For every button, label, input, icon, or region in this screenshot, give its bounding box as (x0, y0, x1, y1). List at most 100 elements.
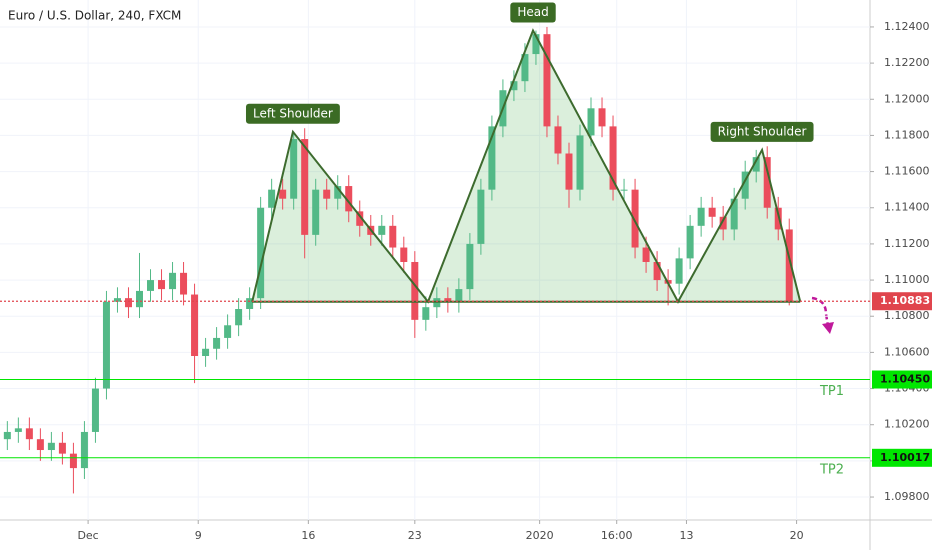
candle-body (609, 126, 617, 190)
candle-body (576, 135, 584, 190)
candle-body (653, 261, 661, 281)
price-tag-label: 1.10450 (880, 373, 930, 386)
candle-body (730, 198, 738, 230)
candle-body (785, 229, 793, 302)
candle-body (587, 108, 595, 136)
candle-body (510, 81, 518, 91)
candle-body (719, 216, 727, 230)
candle-body (763, 157, 771, 208)
y-tick-label: 1.12000 (884, 92, 930, 105)
candle-body (135, 290, 143, 308)
candle-body (686, 225, 694, 259)
candle-body (774, 207, 782, 230)
candle-body (697, 207, 705, 226)
y-tick-label: 1.11600 (884, 165, 930, 178)
candle-body (708, 207, 716, 217)
y-tick-label: 1.12400 (884, 20, 930, 33)
x-tick-label: 23 (408, 529, 422, 542)
candle-body (235, 308, 243, 326)
candle-body (312, 189, 320, 235)
chart-title: Euro / U.S. Dollar, 240, FXCM (8, 9, 181, 23)
y-tick-label: 1.12200 (884, 56, 930, 69)
candle-body (102, 301, 110, 389)
candle-body (224, 325, 232, 338)
candle-body (36, 439, 44, 451)
candle-body (69, 453, 77, 469)
candle-body (543, 34, 551, 127)
candle-body (477, 189, 485, 244)
candle-body (334, 186, 342, 199)
candle-body (521, 54, 529, 82)
candle-body (455, 289, 463, 302)
candle-body (290, 139, 298, 199)
candle-body (279, 189, 287, 199)
candle-body (554, 126, 562, 154)
x-tick-label: 13 (679, 529, 693, 542)
price-tag (872, 292, 932, 311)
direction-arrowhead (822, 322, 834, 334)
candle-body (466, 243, 474, 290)
candle-body (158, 280, 166, 290)
candle-body (620, 189, 628, 191)
y-tick-label: 1.10200 (884, 418, 930, 431)
y-tick-label: 1.11200 (884, 237, 930, 250)
candle-body (213, 337, 221, 349)
candle-body (3, 431, 11, 440)
candle-body (257, 207, 265, 299)
candle-body (147, 280, 155, 291)
candle-body (301, 139, 309, 235)
candle-body (675, 258, 683, 284)
candle-body (444, 298, 452, 302)
pattern-label-box (710, 121, 814, 142)
pattern-fill (252, 30, 801, 302)
pattern-label-box (245, 103, 340, 124)
x-tick-label: 9 (195, 529, 202, 542)
candle-body (345, 186, 353, 212)
candle-body (268, 189, 276, 208)
level-name: TP1 (819, 384, 844, 399)
candle-body (741, 171, 749, 199)
candle-body (532, 34, 540, 55)
candle-body (80, 431, 88, 469)
candle-body (14, 428, 22, 432)
candle-body (488, 126, 496, 190)
x-tick-label: 20 (790, 529, 804, 542)
pattern-label: Head (517, 5, 548, 19)
candle-body (25, 428, 33, 440)
price-tag (872, 448, 932, 467)
candle-body (400, 247, 408, 262)
candle-body (411, 261, 419, 320)
candle-body (58, 442, 66, 454)
y-tick-label: 1.09800 (884, 490, 930, 503)
price-tag-label: 1.10883 (880, 294, 930, 307)
candle-body (124, 298, 132, 308)
candle-body (389, 225, 397, 248)
candle-body (180, 272, 188, 295)
pattern-label: Right Shoulder (718, 124, 807, 138)
pattern-label: Left Shoulder (253, 106, 333, 120)
candle-body (202, 348, 210, 357)
candle-body (378, 225, 386, 235)
price-tag (872, 370, 932, 389)
candle-body (565, 153, 573, 190)
candle-body (169, 272, 177, 290)
candle-body (323, 189, 331, 199)
candle-body (356, 211, 364, 226)
y-tick-label: 1.11400 (884, 201, 930, 214)
candle-body (642, 247, 650, 262)
candle-body (47, 442, 55, 451)
candle-body (191, 294, 199, 357)
price-tag-label: 1.10017 (880, 451, 930, 464)
candle-body (91, 388, 99, 432)
candle-body (752, 157, 760, 172)
y-tick-label: 1.10600 (884, 345, 930, 358)
direction-arrow (811, 296, 830, 327)
x-tick-label: Dec (77, 529, 98, 542)
x-tick-label: 16:00 (601, 529, 633, 542)
x-tick-label: 16 (301, 529, 315, 542)
candle-body (598, 108, 606, 127)
candle-body (631, 189, 639, 248)
pattern-label-box (510, 2, 556, 23)
